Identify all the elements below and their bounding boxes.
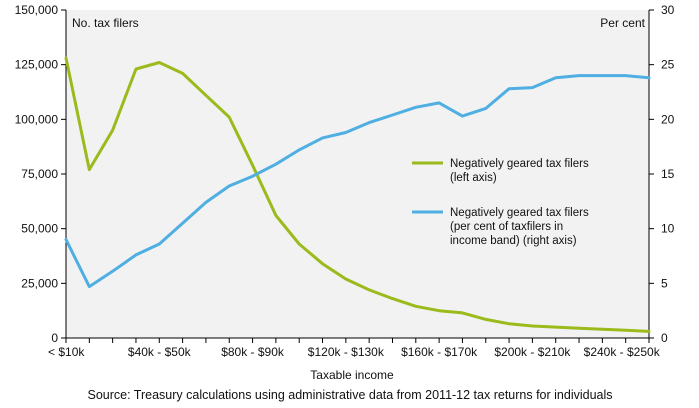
legend-label: (left axis) [450,172,497,184]
left-tick-label: 100,000 [15,112,59,126]
x-tick-label: $80k - $90k [221,345,285,359]
legend-label: Negatively geared tax filers [450,158,589,170]
left-tick-label: 50,000 [21,222,58,236]
left-tick-label: 75,000 [21,167,58,181]
right-tick-label: 5 [661,276,668,290]
series-line-left-axis [64,56,651,333]
left-tick-label: 125,000 [15,58,59,72]
right-tick-label: 10 [661,222,675,236]
right-tick-label: 30 [661,3,675,17]
right-tick-label: 25 [661,58,675,72]
x-tick-label: $120k - $130k [308,345,385,359]
left-tick-label: 0 [51,331,58,345]
x-axis-label: Taxable income [310,368,394,382]
right-tick-label: 0 [661,331,668,345]
x-tick-label: < $10k [48,345,85,359]
left-tick-label: 25,000 [21,276,58,290]
legend-label: income band) (right axis) [450,235,577,247]
x-tick-label: $200k - $210k [494,345,571,359]
right-tick-label: 15 [661,167,675,181]
right-tick-label: 20 [661,112,675,126]
right-axis-label: Per cent [600,16,645,30]
x-tick-label: $240k - $250k [584,345,661,359]
legend-label: Negatively geared tax filers [450,207,589,219]
left-tick-label: 150,000 [15,3,59,17]
x-tick-label: $40k - $50k [128,345,192,359]
left-axis-label: No. tax filers [72,16,139,30]
source-note: Source: Treasury calculations using admi… [87,388,612,402]
x-tick-label: $160k - $170k [401,345,478,359]
legend-label: (per cent of taxfilers in [450,221,563,233]
series-line-right-axis [64,74,651,289]
